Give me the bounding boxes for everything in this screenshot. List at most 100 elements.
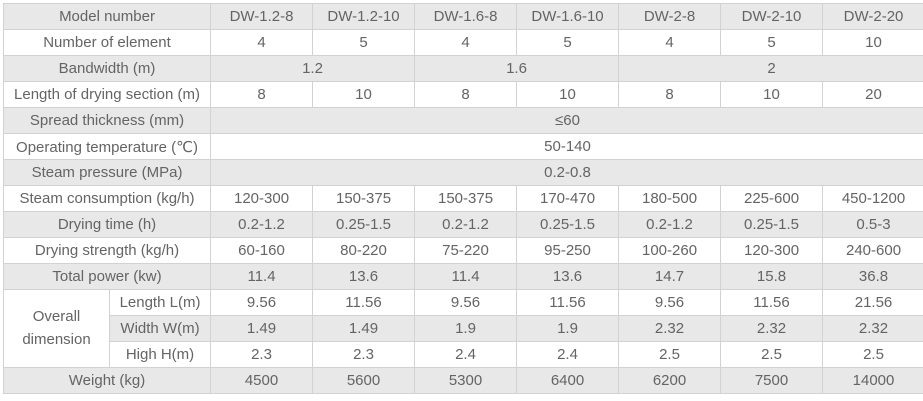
specification-table: Model number DW-1.2-8 DW-1.2-10 DW-1.6-8… — [2, 3, 923, 394]
group-value-cell: 1.2 — [210, 55, 416, 82]
value-cell: 5 — [516, 29, 620, 56]
row-label-cell: Model number — [2, 3, 212, 30]
value-cell: 13.6 — [312, 263, 416, 290]
value-cell: 11.56 — [312, 289, 416, 316]
value-cell: 4 — [210, 29, 314, 56]
value-cell: 11.56 — [720, 289, 824, 316]
table-row-length: Length of drying section (m) 8 10 8 10 8… — [2, 81, 923, 108]
model-header-cell: DW-1.6-10 — [516, 3, 620, 30]
table-row-strength: Drying strength (kg/h) 60-160 80-220 75-… — [2, 237, 923, 264]
value-cell: 6400 — [516, 367, 620, 394]
value-cell: 2.32 — [822, 315, 923, 342]
value-cell: 0.25-1.5 — [516, 211, 620, 238]
row-label-cell: Drying time (h) — [2, 211, 212, 238]
value-cell: 2.5 — [822, 341, 923, 368]
value-cell: 10 — [312, 81, 416, 108]
value-cell: 4500 — [210, 367, 314, 394]
value-cell: 1.9 — [516, 315, 620, 342]
value-cell: 20 — [822, 81, 923, 108]
model-header-cell: DW-2-20 — [822, 3, 923, 30]
value-cell: 240-600 — [822, 237, 923, 264]
value-cell: 21.56 — [822, 289, 923, 316]
dimension-group-label-cell: Overall dimension — [3, 289, 110, 368]
value-cell: 60-160 — [210, 237, 314, 264]
value-cell: 9.56 — [414, 289, 518, 316]
value-cell: 95-250 — [516, 237, 620, 264]
value-cell: 2.5 — [720, 341, 824, 368]
value-cell: 120-300 — [720, 237, 824, 264]
value-cell: 0.2-1.2 — [414, 211, 518, 238]
value-cell: 180-500 — [618, 185, 722, 212]
value-cell: 0.5-3 — [822, 211, 923, 238]
table-row-element: Number of element 4 5 4 5 4 5 10 — [2, 29, 923, 56]
value-cell: 0.25-1.5 — [720, 211, 824, 238]
value-cell: 8 — [618, 81, 722, 108]
row-label-cell: Operating temperature (℃) — [2, 133, 212, 160]
dimension-sublabel-cell: Width W(m) — [108, 315, 212, 342]
table-row-model: Model number DW-1.2-8 DW-1.2-10 DW-1.6-8… — [2, 3, 923, 30]
value-cell: 36.8 — [822, 263, 923, 290]
table-row-consumption: Steam consumption (kg/h) 120-300 150-375… — [2, 185, 923, 212]
value-cell: 15.8 — [720, 263, 824, 290]
value-cell: 225-600 — [720, 185, 824, 212]
value-cell: 4 — [618, 29, 722, 56]
value-cell: 8 — [414, 81, 518, 108]
merged-value-cell: 0.2-0.8 — [210, 159, 923, 186]
table-row-dim-width: Width W(m) 1.49 1.49 1.9 1.9 2.32 2.32 2… — [4, 315, 923, 342]
value-cell: 4 — [414, 29, 518, 56]
group-value-cell: 1.6 — [414, 55, 620, 82]
value-cell: 5600 — [312, 367, 416, 394]
value-cell: 5 — [312, 29, 416, 56]
value-cell: 2.32 — [720, 315, 824, 342]
value-cell: 0.2-1.2 — [210, 211, 314, 238]
value-cell: 2.5 — [618, 341, 722, 368]
model-header-cell: DW-2-8 — [618, 3, 722, 30]
value-cell: 5 — [720, 29, 824, 56]
value-cell: 2.3 — [210, 341, 314, 368]
table-row-weight: Weight (kg) 4500 5600 5300 6400 6200 750… — [2, 367, 923, 394]
value-cell: 1.49 — [312, 315, 416, 342]
table-row-pressure: Steam pressure (MPa) 0.2-0.8 — [2, 159, 923, 186]
value-cell: 6200 — [618, 367, 722, 394]
value-cell: 10 — [822, 29, 923, 56]
value-cell: 14000 — [822, 367, 923, 394]
value-cell: 75-220 — [414, 237, 518, 264]
value-cell: 120-300 — [210, 185, 314, 212]
row-label-cell: Weight (kg) — [2, 367, 212, 394]
value-cell: 10 — [720, 81, 824, 108]
table-row-bandwidth: Bandwidth (m) 1.2 1.6 2 — [2, 55, 923, 82]
value-cell: 100-260 — [618, 237, 722, 264]
value-cell: 150-375 — [414, 185, 518, 212]
row-label-cell: Steam pressure (MPa) — [2, 159, 212, 186]
value-cell: 1.49 — [210, 315, 314, 342]
value-cell: 0.25-1.5 — [312, 211, 416, 238]
dimension-sublabel-cell: Length L(m) — [108, 289, 212, 316]
row-label-cell: Number of element — [2, 29, 212, 56]
value-cell: 2.32 — [618, 315, 722, 342]
value-cell: 11.4 — [210, 263, 314, 290]
merged-value-cell: 50-140 — [210, 133, 923, 160]
value-cell: 170-470 — [516, 185, 620, 212]
value-cell: 80-220 — [312, 237, 416, 264]
model-header-cell: DW-1.2-8 — [210, 3, 314, 30]
value-cell: 150-375 — [312, 185, 416, 212]
row-label-cell: Total power (kw) — [2, 263, 212, 290]
merged-value-cell: ≤60 — [210, 107, 923, 134]
value-cell: 9.56 — [210, 289, 314, 316]
table-row-dim-length: Overall dimension Length L(m) 9.56 11.56… — [3, 289, 923, 368]
group-value-cell: 2 — [618, 55, 923, 82]
table-row-dim-high: High H(m) 2.3 2.3 2.4 2.4 2.5 2.5 2.5 — [4, 341, 923, 368]
table-row-time: Drying time (h) 0.2-1.2 0.25-1.5 0.2-1.2… — [2, 211, 923, 238]
value-cell: 13.6 — [516, 263, 620, 290]
row-label-cell: Spread thickness (mm) — [2, 107, 212, 134]
table-row-temperature: Operating temperature (℃) 50-140 — [2, 133, 923, 160]
row-label-cell: Bandwidth (m) — [2, 55, 212, 82]
value-cell: 450-1200 — [822, 185, 923, 212]
value-cell: 2.4 — [516, 341, 620, 368]
row-label-cell: Steam consumption (kg/h) — [2, 185, 212, 212]
value-cell: 10 — [516, 81, 620, 108]
row-label-cell: Drying strength (kg/h) — [2, 237, 212, 264]
dimension-sublabel-cell: High H(m) — [108, 341, 212, 368]
value-cell: 14.7 — [618, 263, 722, 290]
